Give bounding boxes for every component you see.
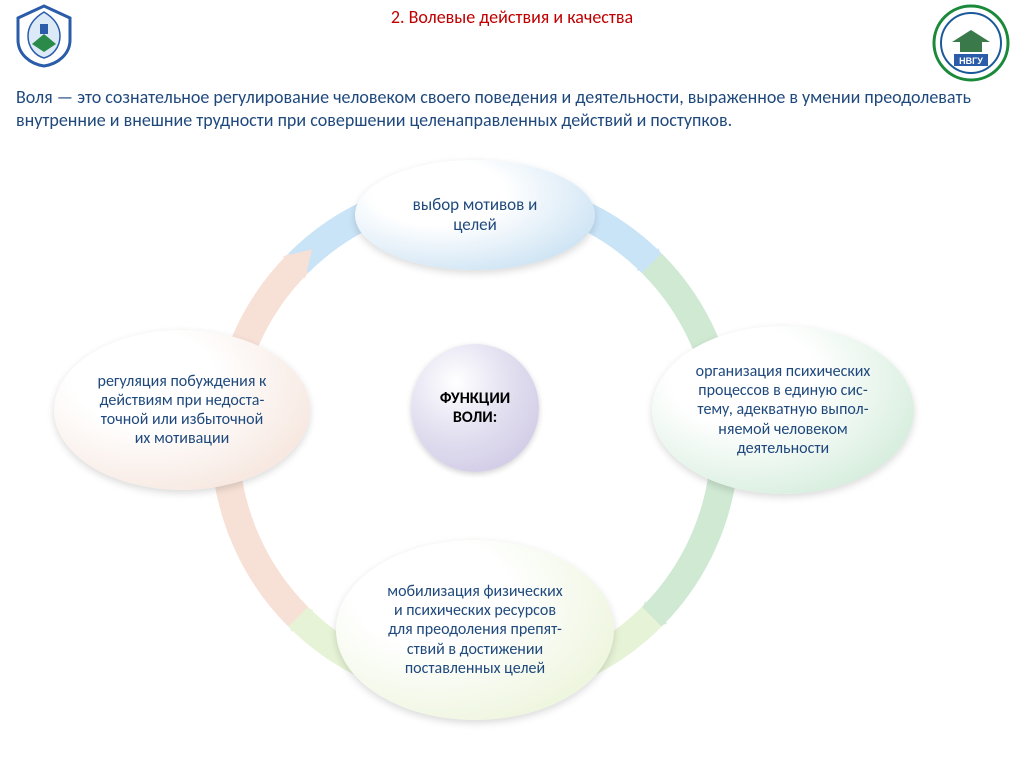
center-node: ФУНКЦИИВОЛИ: bbox=[411, 344, 539, 472]
diagram-node-label: регуляция побуждения кдействиям при недо… bbox=[98, 372, 267, 449]
diagram-node-2: мобилизация физическихи психических ресу… bbox=[336, 540, 614, 720]
diagram-node-label: выбор мотивов ицелей bbox=[413, 195, 538, 236]
diagram-node-1: организация психическихпроцессов в едину… bbox=[652, 326, 914, 494]
diagram-node-label: мобилизация физическихи психических ресу… bbox=[387, 582, 562, 678]
diagram-node-0: выбор мотивов ицелей bbox=[355, 160, 595, 270]
functions-diagram: ФУНКЦИИВОЛИ: выбор мотивов ицелей организа… bbox=[0, 0, 1024, 768]
diagram-node-3: регуляция побуждения кдействиям при недо… bbox=[54, 330, 310, 490]
diagram-node-label: организация психическихпроцессов в едину… bbox=[696, 362, 871, 458]
